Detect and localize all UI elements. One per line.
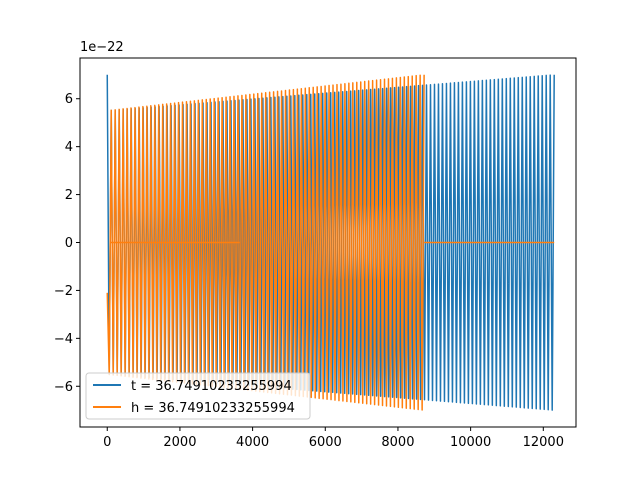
legend-label-t: t = 36.74910233255994 xyxy=(131,379,292,394)
legend: t = 36.74910233255994 h = 36.74910233255… xyxy=(85,372,311,420)
y-tick-label: 4 xyxy=(65,140,73,155)
x-tick-label: 8000 xyxy=(381,435,414,450)
x-tick-label: 2000 xyxy=(163,435,196,450)
x-tick-label: 6000 xyxy=(309,435,342,450)
y-tick-label: −4 xyxy=(54,332,73,347)
x-tick-label: 10000 xyxy=(450,435,491,450)
x-tick-label: 0 xyxy=(103,435,111,450)
y-axis-offset-text: 1e−22 xyxy=(80,40,124,55)
x-axis: 0 2000 4000 6000 8000 10000 12000 xyxy=(103,427,564,450)
series-layer xyxy=(106,74,555,411)
series-line-h xyxy=(106,74,425,411)
y-tick-label: 2 xyxy=(65,188,73,203)
y-tick-label: −2 xyxy=(54,284,73,299)
x-tick-label: 12000 xyxy=(523,435,564,450)
y-axis: −6 −4 −2 0 2 4 6 xyxy=(54,92,80,395)
x-tick-label: 4000 xyxy=(236,435,269,450)
legend-box xyxy=(85,372,311,420)
y-tick-label: 6 xyxy=(65,92,73,107)
y-tick-label: −6 xyxy=(54,380,73,395)
legend-label-h: h = 36.74910233255994 xyxy=(131,401,295,416)
y-tick-label: 0 xyxy=(65,236,73,251)
